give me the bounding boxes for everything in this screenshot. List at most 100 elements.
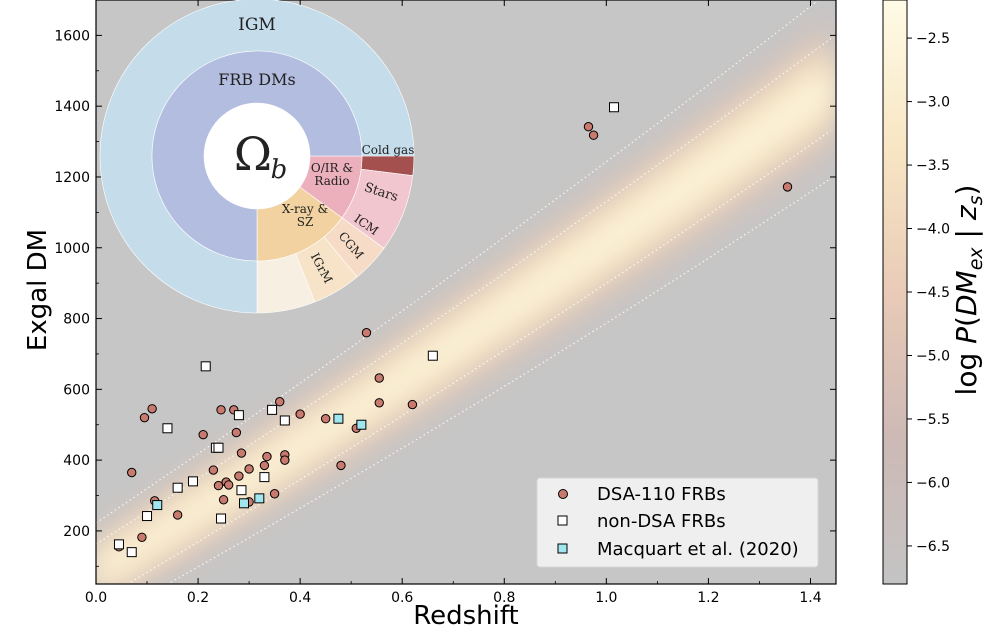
cbar-label-bar: |: [950, 220, 983, 247]
point-dsa-110-frbs: [223, 480, 234, 490]
cbar-label-open: (: [950, 316, 983, 327]
x-axis-title: Redshift: [413, 601, 519, 625]
point-dsa-110-frbs: [583, 122, 594, 132]
point-macquart-et-al-2020-: [356, 419, 367, 430]
point-dsa-110-frbs: [213, 480, 224, 491]
point-non-dsa-frbs: [187, 476, 198, 487]
omega-b-subscript: b: [271, 155, 288, 185]
y-tick-label: 1200: [54, 170, 90, 186]
point-non-dsa-frbs: [427, 350, 438, 361]
point-dsa-110-frbs: [280, 455, 290, 465]
contour-line: [126, 130, 832, 584]
pie-label: Cold gas: [362, 143, 415, 157]
legend-marker-dsa: [558, 489, 568, 499]
point-non-dsa-frbs: [279, 415, 290, 426]
point-dsa-110-frbs: [407, 399, 418, 410]
point-non-dsa-frbs: [236, 485, 247, 496]
point-non-dsa-frbs: [267, 404, 278, 415]
legend-marker-macquart: [557, 543, 568, 554]
point-dsa-110-frbs: [139, 412, 150, 423]
pie-center: [204, 103, 310, 209]
colorbar-tick-label: −6.0: [916, 475, 950, 491]
point-dsa-110-frbs: [320, 414, 331, 424]
point-dsa-110-frbs: [374, 398, 384, 408]
point-dsa-110-frbs: [208, 465, 219, 475]
x-tick-label: 0.2: [187, 590, 209, 606]
legend-label-macquart: Macquart et al. (2020): [597, 539, 799, 560]
y-tick-label: 1000: [54, 241, 90, 257]
point-dsa-110-frbs: [147, 404, 157, 414]
point-non-dsa-frbs: [213, 442, 224, 453]
point-macquart-et-al-2020-: [254, 493, 265, 504]
point-macquart-et-al-2020-: [152, 500, 163, 511]
point-dsa-110-frbs: [244, 464, 254, 474]
point-macquart-et-al-2020-: [239, 498, 249, 509]
y-tick-label: 1600: [54, 28, 90, 44]
point-macquart-et-al-2020-: [333, 413, 344, 424]
point-non-dsa-frbs: [162, 423, 173, 434]
point-dsa-110-frbs: [236, 448, 247, 458]
density-layer: [96, 66, 831, 584]
y-tick-label: 200: [63, 524, 90, 540]
plot-frame: [95, 0, 837, 585]
point-dsa-110-frbs: [295, 409, 305, 419]
legend-label-non-dsa: non-DSA FRBs: [597, 511, 726, 532]
cbar-label-close: ): [950, 185, 983, 196]
cbar-label-p: P: [950, 327, 983, 344]
point-dsa-110-frbs: [374, 373, 384, 383]
cbar-label-log: log: [950, 344, 983, 396]
point-dsa-110-frbs: [127, 467, 137, 478]
cbar-label-s: s: [965, 195, 987, 205]
confidence-contours: [96, 0, 832, 584]
point-non-dsa-frbs: [172, 482, 183, 493]
x-tick-label: 0.4: [289, 590, 311, 606]
point-dsa-110-frbs: [216, 405, 226, 415]
colorbar-tick-label: −4.0: [916, 222, 950, 238]
point-non-dsa-frbs: [113, 539, 124, 550]
point-dsa-110-frbs: [198, 429, 208, 440]
point-dsa-110-frbs: [262, 451, 272, 462]
x-tick-label: 1.2: [697, 590, 719, 606]
colorbar-tick-label: −3.0: [916, 95, 950, 111]
y-axis: 200 400 600 800 1000 1200 1400 1600: [54, 0, 836, 567]
point-dsa-110-frbs: [234, 471, 244, 481]
colorbar-tick-label: −4.5: [916, 285, 950, 301]
colorbar-tick-label: −5.0: [916, 348, 950, 364]
y-tick-label: 1400: [54, 99, 90, 115]
point-dsa-110-frbs: [172, 510, 183, 520]
contour-line: [166, 178, 832, 584]
cbar-label-z: z: [950, 204, 983, 221]
probability-band: [96, 11, 831, 584]
omega-b-symbol: Ω: [234, 127, 272, 181]
colorbar-tick-label: −2.5: [916, 31, 950, 47]
legend: DSA-110 FRBs non-DSA FRBs Macquart et al…: [536, 477, 819, 568]
point-dsa-110-frbs: [259, 460, 270, 471]
cbar-label-ex: ex: [965, 247, 987, 271]
point-dsa-110-frbs: [782, 182, 793, 192]
point-dsa-110-frbs: [275, 397, 285, 407]
point-non-dsa-frbs: [200, 361, 211, 372]
pie-label: IGM: [238, 15, 276, 35]
point-non-dsa-frbs: [142, 511, 153, 522]
point-non-dsa-frbs: [126, 547, 137, 558]
point-dsa-110-frbs: [218, 495, 229, 505]
colorbar-tick-label: −5.5: [916, 412, 950, 428]
y-axis-title: Exgal DM: [23, 229, 53, 351]
y-tick-label: 800: [63, 312, 90, 328]
colorbar-tick-label: −6.5: [916, 539, 950, 555]
y-tick-label: 600: [63, 382, 90, 398]
legend-box: [536, 477, 819, 568]
x-tick-label: 0.8: [493, 590, 515, 606]
point-non-dsa-frbs: [609, 102, 619, 113]
point-non-dsa-frbs: [259, 472, 270, 483]
point-non-dsa-frbs: [216, 513, 227, 524]
legend-marker-non-dsa: [557, 515, 568, 526]
point-dsa-110-frbs: [231, 427, 242, 438]
x-axis: 0.0 0.2 0.4 0.6 0.8 1.0 1.2 1.4: [85, 0, 822, 606]
pie-label: FRB DMs: [218, 70, 295, 89]
pie-label: O/IR & Radio: [311, 161, 353, 188]
cbar-label-dm: DM: [950, 270, 983, 316]
point-dsa-110-frbs: [336, 460, 346, 471]
data-points: [113, 102, 793, 558]
